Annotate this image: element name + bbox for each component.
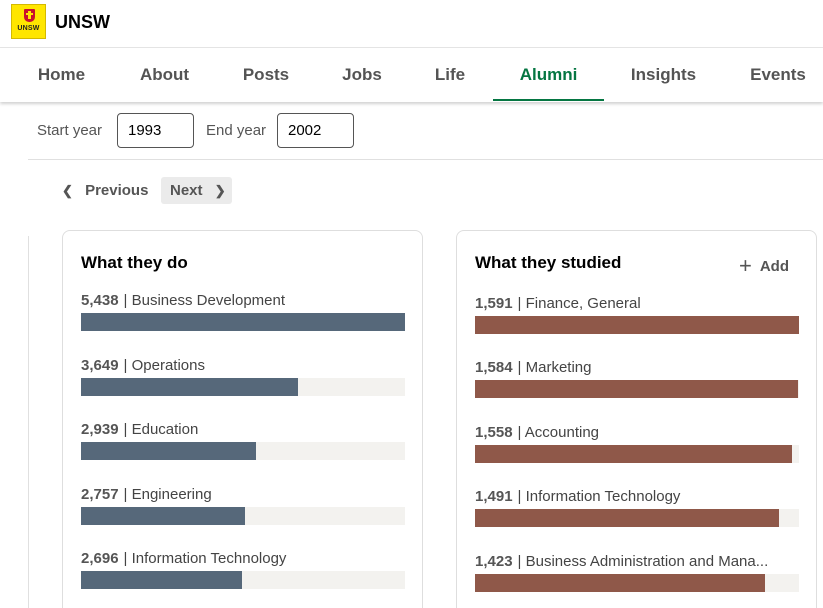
- next-label: Next: [170, 182, 203, 199]
- logo-text: UNSW: [17, 25, 40, 32]
- bar-fill: [475, 509, 779, 527]
- bar-fill: [81, 571, 242, 589]
- item-label: | Operations: [123, 357, 205, 374]
- item-label: | Business Administration and Mana...: [517, 553, 769, 570]
- page-tabs: Home About Posts Jobs Life Alumni Insigh…: [0, 48, 823, 102]
- bar-track: [475, 316, 799, 334]
- item-count: 1,423: [475, 553, 513, 570]
- item-label: | Business Development: [123, 292, 286, 309]
- carousel-edge: [28, 236, 29, 608]
- list-item[interactable]: 1,591 | Finance, General: [475, 295, 799, 345]
- filters-divider: [28, 159, 823, 160]
- plus-icon: +: [738, 253, 752, 278]
- bar-track: [81, 442, 405, 460]
- add-button[interactable]: + Add: [739, 253, 789, 279]
- bar-track: [475, 574, 799, 592]
- tab-posts[interactable]: Posts: [242, 65, 290, 84]
- bar-fill: [475, 380, 798, 398]
- crest-icon: [24, 9, 35, 22]
- year-filters: Start year End year: [0, 102, 823, 160]
- card-title: What they do: [81, 253, 188, 272]
- tab-insights[interactable]: Insights: [630, 65, 697, 84]
- item-label: | Engineering: [123, 486, 212, 503]
- tab-life[interactable]: Life: [434, 65, 466, 84]
- list-item[interactable]: 1,558 | Accounting: [475, 424, 799, 474]
- tab-events[interactable]: Events: [750, 65, 806, 84]
- item-count: 1,491: [475, 488, 513, 505]
- item-label: | Education: [123, 421, 199, 438]
- bar-track: [81, 378, 405, 396]
- next-button[interactable]: Next ❯: [161, 177, 232, 204]
- bar-track: [81, 571, 405, 589]
- bar-track: [475, 445, 799, 463]
- item-count: 1,558: [475, 424, 513, 441]
- tab-about[interactable]: About: [139, 65, 190, 84]
- previous-button[interactable]: ❮ Previous: [62, 177, 148, 204]
- chevron-left-icon: ❮: [62, 183, 73, 198]
- item-label: | Information Technology: [517, 488, 681, 505]
- item-label: | Information Technology: [123, 550, 287, 567]
- item-count: 5,438: [81, 292, 119, 309]
- tab-jobs[interactable]: Jobs: [342, 65, 382, 84]
- tab-home[interactable]: Home: [37, 65, 86, 84]
- item-count: 1,591: [475, 295, 513, 312]
- item-count: 2,757: [81, 486, 119, 503]
- item-count: 2,939: [81, 421, 119, 438]
- org-name[interactable]: UNSW: [55, 12, 110, 32]
- what-they-do-card: What they do 5,438 | Business Development…: [62, 230, 423, 608]
- bar-fill: [81, 507, 246, 525]
- end-year-label: End year: [206, 122, 267, 139]
- item-count: 3,649: [81, 357, 119, 374]
- item-label: | Accounting: [517, 424, 599, 441]
- bar-fill: [81, 378, 299, 396]
- end-year-input[interactable]: [277, 113, 354, 148]
- list-item[interactable]: 1,491 | Information Technology: [475, 488, 799, 538]
- bar-track: [81, 313, 405, 331]
- list-item[interactable]: 2,696 | Information Technology: [81, 550, 405, 600]
- bar-track: [81, 507, 405, 525]
- unsw-logo[interactable]: UNSW: [11, 4, 46, 39]
- list-item[interactable]: 5,438 | Business Development: [81, 292, 405, 342]
- bar-fill: [81, 442, 257, 460]
- bar-fill: [475, 316, 799, 334]
- item-count: 1,584: [475, 359, 513, 376]
- top-bar: UNSW UNSW: [0, 0, 823, 48]
- list-item[interactable]: 1,584 | Marketing: [475, 359, 799, 409]
- bar-track: [475, 380, 799, 398]
- start-year-label: Start year: [37, 122, 103, 139]
- card-title: What they studied: [475, 253, 622, 272]
- what-they-studied-card: What they studied + Add 1,591 | Finance, G…: [456, 230, 817, 608]
- list-item[interactable]: 3,649 | Operations: [81, 357, 405, 407]
- add-label: Add: [759, 258, 789, 275]
- bar-track: [475, 509, 799, 527]
- item-count: 2,696: [81, 550, 119, 567]
- bar-fill: [475, 574, 765, 592]
- tab-alumni[interactable]: Alumni: [493, 48, 604, 102]
- start-year-input[interactable]: [117, 113, 194, 148]
- list-item[interactable]: 2,939 | Education: [81, 421, 405, 471]
- item-label: | Marketing: [517, 359, 592, 376]
- list-item[interactable]: 2,757 | Engineering: [81, 486, 405, 536]
- bar-fill: [81, 313, 405, 331]
- item-label: | Finance, General: [517, 295, 641, 312]
- list-item[interactable]: 1,423 | Business Administration and Mana.…: [475, 553, 799, 603]
- previous-label: Previous: [85, 182, 149, 199]
- chevron-right-icon: ❯: [214, 183, 226, 198]
- bar-fill: [475, 445, 793, 463]
